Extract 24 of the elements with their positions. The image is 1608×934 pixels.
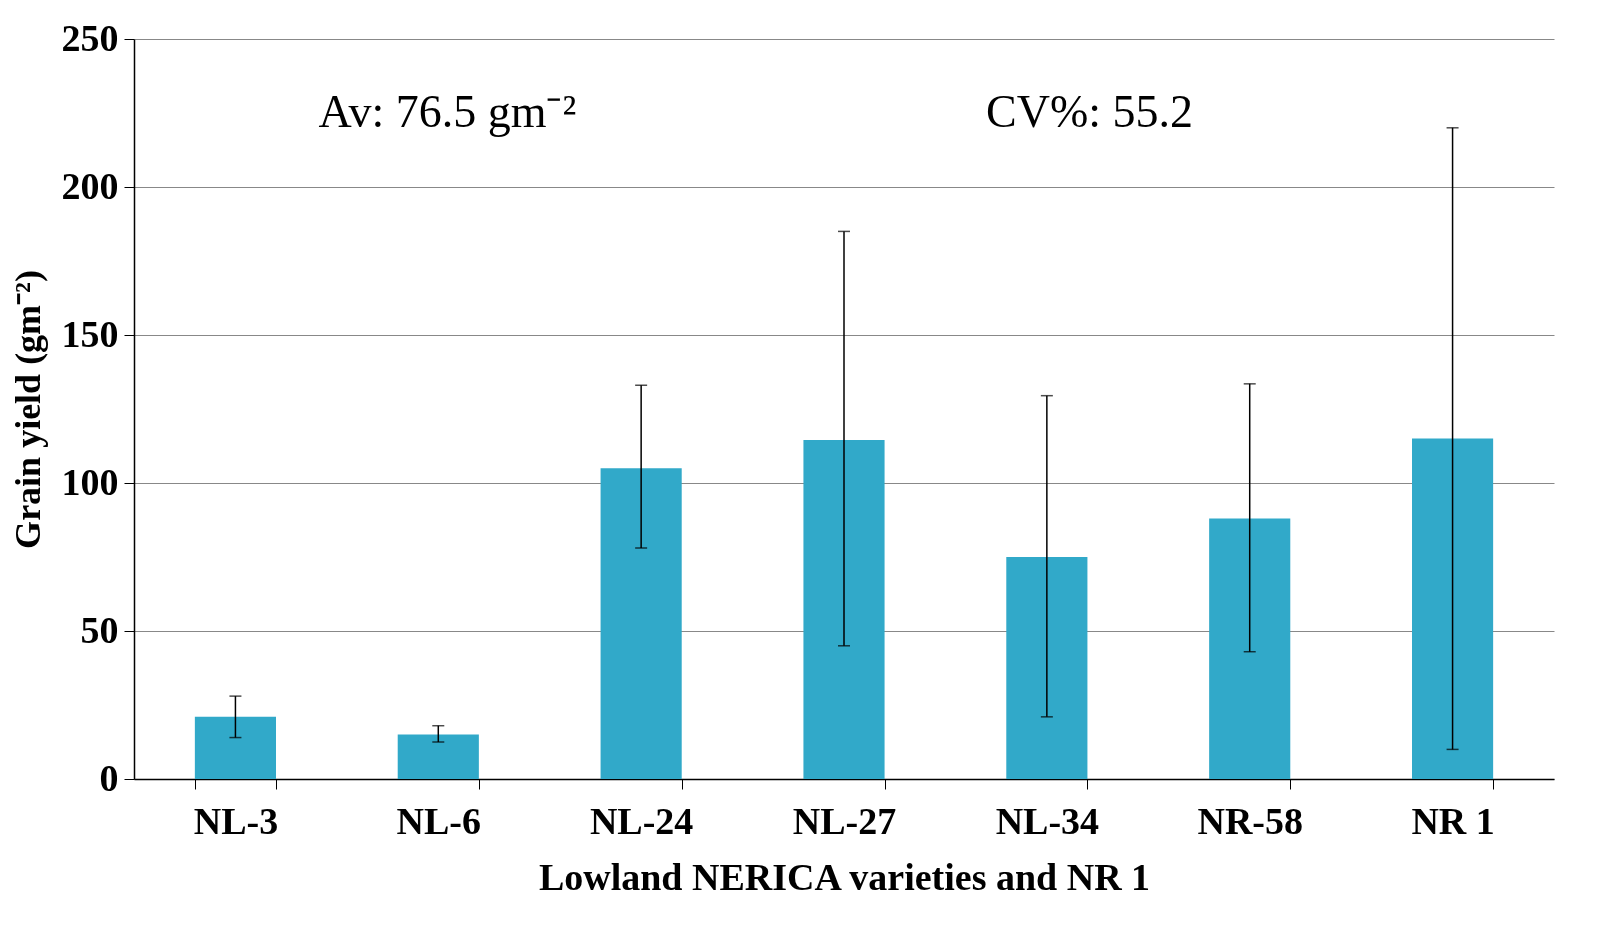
bar	[194, 716, 276, 779]
bar	[600, 468, 682, 779]
y-tick-label: 150	[61, 312, 119, 355]
x-tick-label: NL-3	[193, 799, 279, 842]
bar	[1412, 438, 1494, 779]
x-tick-label: NL-34	[995, 799, 1100, 842]
y-axis-title: Grain yield (gm⁻²)	[7, 270, 48, 549]
bar	[397, 734, 479, 779]
y-tick-label: 200	[61, 164, 119, 207]
bar	[1006, 557, 1088, 779]
x-tick-label: NR 1	[1411, 799, 1495, 842]
y-tick-label: 100	[61, 460, 119, 503]
x-tick-label: NL-6	[396, 799, 482, 842]
annotation: Av: 76.5 gm⁻²	[318, 86, 577, 137]
x-tick-label: NL-27	[792, 799, 897, 842]
bar	[1209, 518, 1291, 779]
y-tick-label: 0	[99, 756, 119, 799]
y-tick-label: 50	[80, 608, 119, 651]
x-tick-label: NR-58	[1197, 799, 1303, 842]
y-tick-label: 250	[61, 16, 119, 59]
x-axis-title: Lowland NERICA varieties and NR 1	[538, 855, 1151, 898]
x-tick-label: NL-24	[589, 799, 694, 842]
annotation: CV%: 55.2	[986, 86, 1193, 137]
bar	[803, 440, 885, 779]
